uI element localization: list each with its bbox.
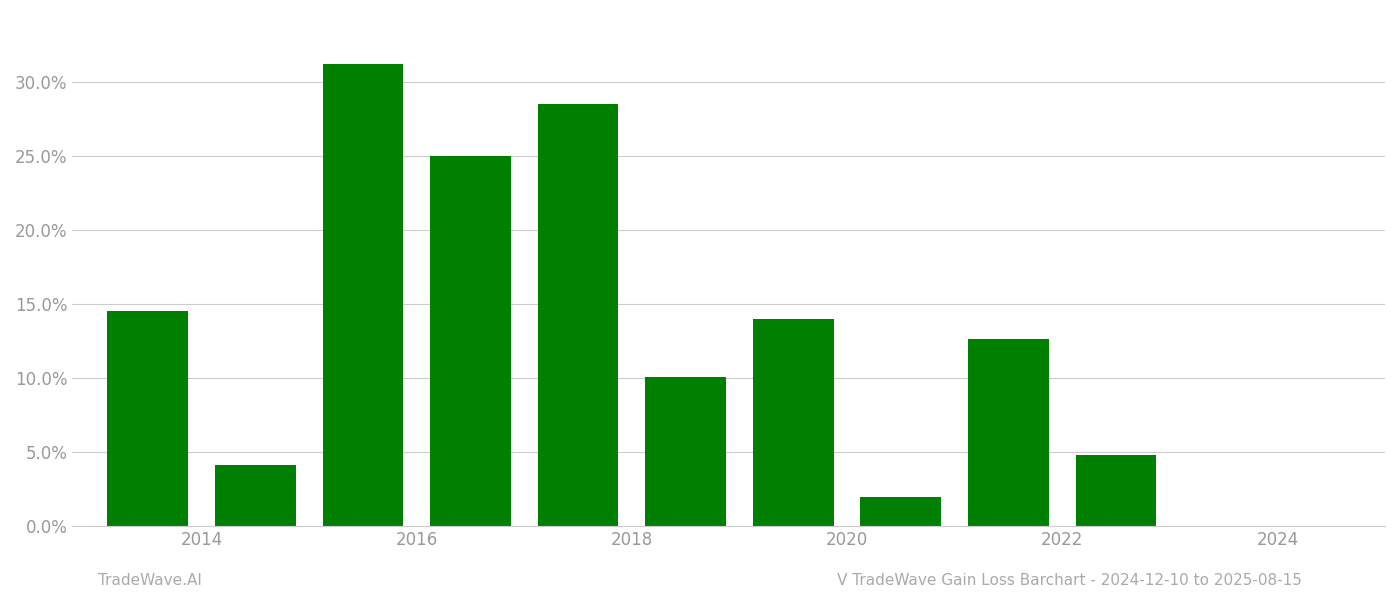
Bar [322,64,403,526]
Bar [108,311,188,526]
Text: TradeWave.AI: TradeWave.AI [98,573,202,588]
Text: V TradeWave Gain Loss Barchart - 2024-12-10 to 2025-08-15: V TradeWave Gain Loss Barchart - 2024-12… [837,573,1302,588]
Bar [861,497,941,526]
Bar [1075,455,1156,526]
Bar [967,340,1049,526]
Bar [430,156,511,526]
Bar [645,377,727,526]
Bar [216,466,295,526]
Bar [753,319,833,526]
Bar [538,104,619,526]
